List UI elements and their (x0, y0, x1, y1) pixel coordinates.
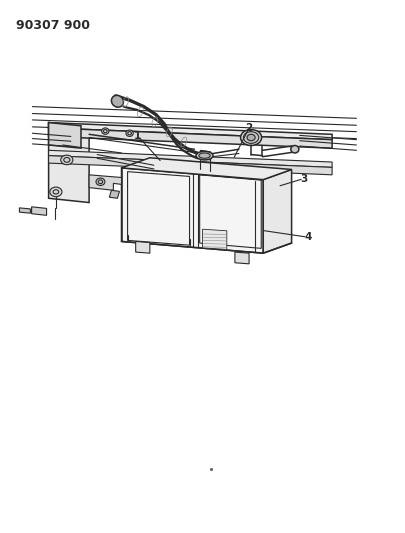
Polygon shape (109, 190, 119, 198)
Text: 2: 2 (245, 123, 253, 133)
Ellipse shape (126, 130, 133, 136)
Polygon shape (235, 252, 249, 264)
Polygon shape (122, 158, 292, 180)
Text: 90307 900: 90307 900 (16, 19, 90, 31)
Ellipse shape (291, 146, 299, 153)
Polygon shape (49, 123, 89, 203)
Text: 4: 4 (304, 232, 311, 242)
Ellipse shape (241, 130, 262, 146)
Polygon shape (263, 169, 292, 253)
Ellipse shape (96, 178, 105, 185)
Ellipse shape (247, 134, 255, 141)
Polygon shape (49, 123, 332, 140)
Ellipse shape (102, 128, 109, 134)
Text: 1: 1 (134, 131, 141, 141)
Polygon shape (202, 229, 227, 249)
Polygon shape (32, 207, 47, 215)
Polygon shape (122, 168, 263, 253)
Ellipse shape (196, 151, 213, 160)
Polygon shape (49, 150, 332, 167)
Polygon shape (89, 175, 122, 190)
Polygon shape (49, 128, 332, 148)
Polygon shape (49, 123, 81, 148)
Ellipse shape (50, 187, 62, 197)
Text: 3: 3 (300, 174, 307, 183)
Ellipse shape (199, 153, 210, 158)
Polygon shape (19, 208, 30, 213)
Ellipse shape (61, 155, 73, 165)
Ellipse shape (111, 95, 124, 107)
Polygon shape (49, 156, 332, 175)
Polygon shape (200, 150, 211, 160)
Ellipse shape (243, 132, 259, 143)
Polygon shape (136, 241, 150, 253)
